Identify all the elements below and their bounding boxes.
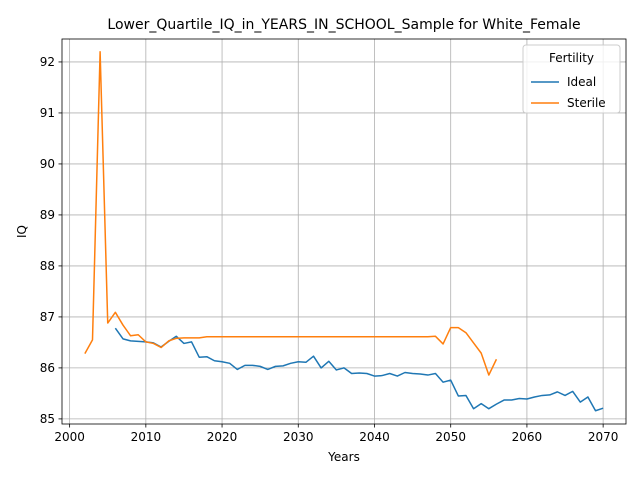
grid-lines <box>62 39 626 424</box>
x-tick-label: 2030 <box>283 430 314 444</box>
x-tick-label: 2010 <box>131 430 162 444</box>
series-line-ideal <box>114 327 604 412</box>
x-tick-label: 2050 <box>435 430 466 444</box>
x-tick-label: 2000 <box>54 430 85 444</box>
y-tick-label: 89 <box>40 208 55 222</box>
y-axis: 85 86 87 88 89 90 91 92 <box>40 55 62 426</box>
plot-area <box>84 51 604 412</box>
chart-title: Lower_Quartile_IQ_in_YEARS_IN_SCHOOL_Sam… <box>107 17 580 33</box>
legend: Fertility Ideal Sterile <box>522 44 621 114</box>
x-tick-label: 2070 <box>588 430 619 444</box>
y-tick-label: 85 <box>40 412 55 426</box>
x-axis-label: Years <box>327 450 360 464</box>
y-tick-label: 91 <box>40 106 55 120</box>
x-tick-label: 2020 <box>207 430 238 444</box>
x-tick-label: 2060 <box>512 430 543 444</box>
x-axis: 2000 2010 2020 2030 2040 2050 2060 2070 <box>54 424 618 444</box>
y-axis-label: IQ <box>15 225 29 238</box>
y-tick-label: 87 <box>40 310 55 324</box>
legend-box <box>522 44 621 114</box>
legend-label-sterile: Sterile <box>567 96 606 110</box>
plot-frame <box>61 38 627 425</box>
y-tick-label: 92 <box>40 55 55 69</box>
legend-title: Fertility <box>549 51 594 65</box>
y-tick-label: 86 <box>40 361 55 375</box>
y-tick-label: 88 <box>40 259 55 273</box>
y-tick-label: 90 <box>40 157 55 171</box>
legend-label-ideal: Ideal <box>567 75 596 89</box>
x-tick-label: 2040 <box>359 430 390 444</box>
series-line-sterile <box>84 51 498 376</box>
